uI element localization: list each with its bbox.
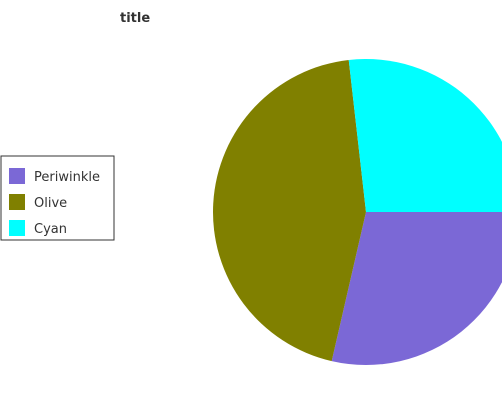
- legend-swatch-olive: [9, 194, 25, 210]
- pie-slice-olive: [213, 59, 366, 362]
- legend-swatch-cyan: [9, 220, 25, 236]
- pie-slice-periwinkle: [331, 212, 502, 365]
- legend-label-cyan: Cyan: [34, 222, 67, 237]
- chart-title: title: [120, 11, 150, 26]
- pie-slices: [213, 59, 502, 365]
- legend-label-olive: Olive: [34, 196, 67, 211]
- legend-label-periwinkle: Periwinkle: [34, 170, 100, 185]
- legend-items: Periwinkle Olive Cyan: [9, 168, 100, 237]
- pie-slice-cyan: [348, 59, 502, 212]
- legend-swatch-periwinkle: [9, 168, 25, 184]
- legend: Periwinkle Olive Cyan: [0, 155, 115, 241]
